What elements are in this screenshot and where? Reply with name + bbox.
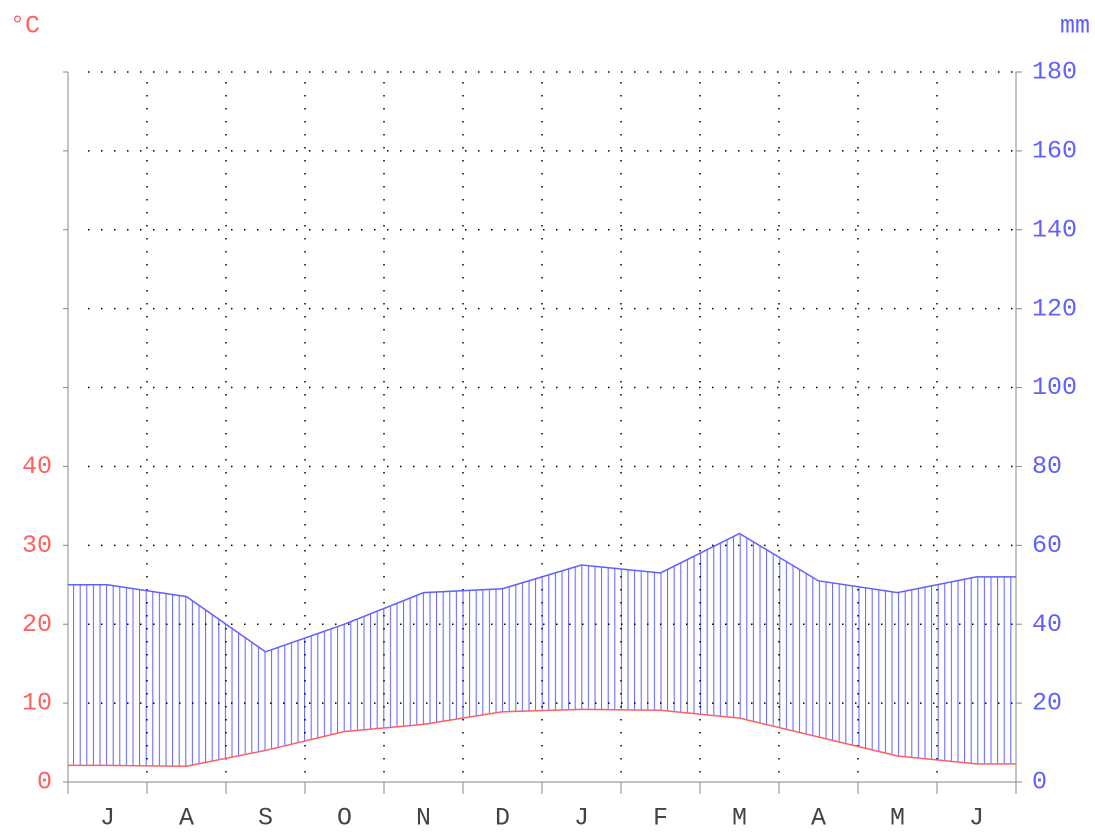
line-precipitation — [68, 532, 1016, 653]
x-tick-label: J — [574, 804, 589, 833]
x-tick-label: D — [495, 804, 510, 833]
humid-area — [68, 533, 1016, 767]
x-tick-label: A — [811, 804, 826, 833]
y2-axis-title: mm — [1060, 12, 1090, 41]
y-tick-label: 20 — [22, 610, 52, 639]
y2-tick-label: 120 — [1032, 294, 1077, 323]
y2-tick-label: 20 — [1032, 689, 1062, 718]
y-tick-label: 40 — [22, 452, 52, 481]
y-tick-label: 0 — [37, 768, 52, 797]
y2-tick-label: 40 — [1032, 610, 1062, 639]
x-tick-label: J — [969, 804, 984, 833]
y2-tick-label: 160 — [1032, 136, 1077, 165]
y2-tick-label: 80 — [1032, 452, 1062, 481]
x-tick-label: A — [179, 804, 194, 833]
y2-tick-label: 60 — [1032, 531, 1062, 560]
y-tick-label: 10 — [22, 689, 52, 718]
x-tick-label: M — [732, 804, 747, 833]
x-tick-label: F — [653, 804, 668, 833]
y-axis-title: °C — [10, 12, 40, 41]
line-temperature — [68, 708, 1016, 767]
x-tick-label: S — [258, 804, 273, 833]
y-tick-label: 30 — [22, 531, 52, 560]
y2-tick-label: 180 — [1032, 58, 1077, 87]
x-tick-label: O — [337, 804, 352, 833]
x-tick-label: M — [890, 804, 905, 833]
x-tick-label: J — [100, 804, 115, 833]
x-tick-label: N — [416, 804, 431, 833]
y2-tick-label: 140 — [1032, 215, 1077, 244]
y2-tick-label: 0 — [1032, 768, 1047, 797]
y2-tick-label: 100 — [1032, 373, 1077, 402]
